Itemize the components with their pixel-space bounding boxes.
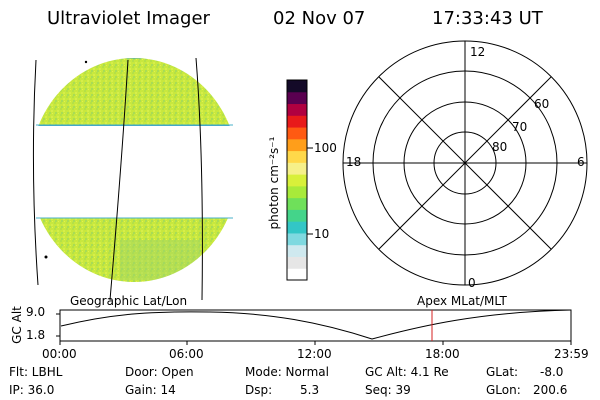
seq-status: Seq: 39 (365, 383, 411, 397)
colorbar-cell (287, 80, 307, 93)
lat-60-label: 60 (534, 97, 550, 111)
mlt-0-label: 0 (468, 276, 476, 290)
mode-status: Mode: Normal (245, 365, 329, 379)
x-tick-label: 23:59 (554, 347, 589, 361)
glat-value: -8.0 (540, 365, 564, 379)
colorbar-cell (287, 91, 307, 105)
colorbar-cell (287, 115, 307, 128)
mlt-12-label: 12 (470, 45, 486, 59)
glat-label: GLat: (486, 365, 519, 379)
colorbar-tick-10: 10 (314, 227, 330, 241)
filter-status: Flt: LBHL (9, 365, 63, 379)
gain-status: Gain: 14 (125, 383, 176, 397)
colorbar-cell (287, 232, 307, 246)
colorbar (286, 79, 313, 281)
glon-value: 200.6 (533, 383, 568, 397)
colorbar-cell (287, 197, 307, 210)
date-label: 02 Nov 07 (273, 8, 366, 29)
colorbar-cell (287, 221, 307, 234)
dsp-value: 5.3 (300, 383, 320, 397)
colorbar-cell (287, 103, 307, 116)
gc-alt-status: GC Alt: 4.1 Re (365, 365, 449, 379)
geographic-title: Geographic Lat/Lon (70, 294, 188, 308)
colorbar-cell (287, 162, 307, 175)
mlt-18-label: 18 (346, 155, 362, 169)
lat-80-label: 80 (492, 140, 508, 154)
polar-plot (342, 40, 588, 286)
mlt-6-label: 6 (577, 155, 585, 169)
colorbar-cell (287, 138, 307, 152)
colorbar-unit-label: photon cm⁻²s⁻¹ (267, 136, 281, 230)
colorbar-cell (287, 150, 307, 163)
time-label: 17:33:43 UT (432, 8, 543, 29)
colorbar-tick-100: 100 (314, 141, 337, 155)
glon-label: GLon: (486, 383, 521, 397)
x-tick-label: 00:00 (42, 347, 77, 361)
instrument-title: Ultraviolet Imager (47, 8, 210, 29)
dsp-label: Dsp: (245, 383, 273, 397)
y-bottom-label: 1.8 (26, 328, 46, 342)
colorbar-cell (287, 244, 307, 257)
y-top-label: 9.0 (26, 305, 46, 319)
colorbar-cell (287, 256, 307, 269)
geographic-image (30, 57, 238, 301)
x-tick-label: 12:00 (297, 347, 332, 361)
apex-title: Apex MLat/MLT (417, 294, 507, 308)
colorbar-cell (287, 209, 307, 222)
colorbar-cell (287, 174, 307, 187)
x-tick-label: 06:00 (169, 347, 204, 361)
orbit-timeline (56, 309, 572, 345)
x-tick-label: 18:00 (425, 347, 460, 361)
ip-status: IP: 36.0 (9, 383, 55, 397)
colorbar-cell (287, 268, 307, 281)
lat-70-label: 70 (512, 120, 528, 134)
colorbar-cell (287, 127, 307, 140)
door-status: Door: Open (125, 365, 194, 379)
gc-alt-axis-label: GC Alt (9, 306, 24, 344)
colorbar-cell (287, 185, 307, 199)
